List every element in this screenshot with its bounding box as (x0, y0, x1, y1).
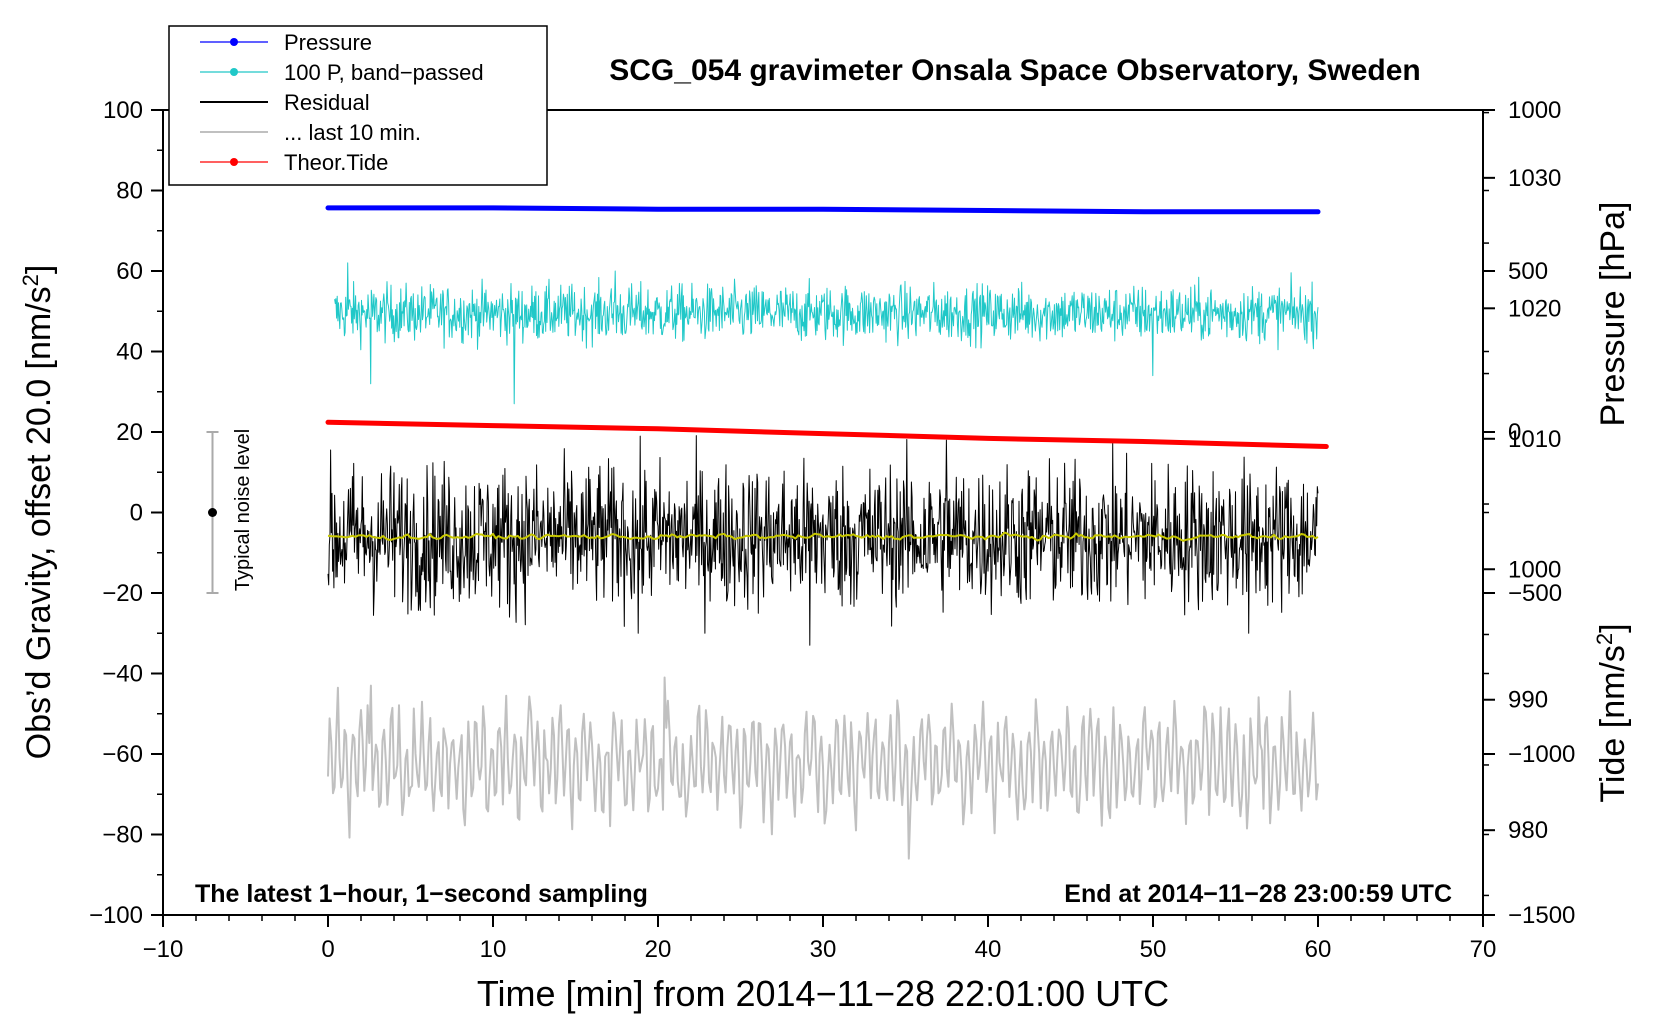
tide-tick-label: 1000 (1508, 97, 1561, 124)
legend-label-100-p-band-passed: 100 P, band−passed (284, 60, 484, 85)
series-layer (325, 205, 1329, 860)
theor-tide-series (325, 419, 1329, 449)
noise-bar-center-dot (208, 508, 217, 517)
tide-tick-label: −500 (1508, 580, 1562, 607)
tide-tick-label: −1500 (1508, 902, 1575, 929)
y-tick-label-left: −80 (102, 822, 143, 849)
residual-series (327, 435, 1319, 646)
smoothed-residual-series (327, 531, 1319, 542)
pressure-tick-label: 990 (1508, 687, 1548, 714)
x-tick-label: 20 (645, 936, 672, 963)
x-tick-label: 60 (1305, 936, 1332, 963)
pressure-tick-label: 1030 (1508, 165, 1561, 192)
x-tick-label: 0 (321, 936, 334, 963)
x-axis-label: Time [min] from 2014−11−28 22:01:00 UTC (477, 973, 1169, 1014)
legend-marker-100-p-band-passed (230, 68, 238, 76)
noise-level-bar (206, 431, 219, 594)
y-axis-label-left: Obs’d Gravity, offset 20.0 [nm/s2] (18, 265, 59, 760)
y-tick-label-left: 100 (103, 97, 143, 124)
legend: Pressure 100 P, band−passed Residual ... la… (168, 25, 548, 186)
100-p-band-passed-series (334, 262, 1319, 405)
pressure-series (325, 205, 1321, 215)
annotation-bottom-right: End at 2014−11−28 23:00:59 UTC (1064, 880, 1452, 908)
legend-marker-pressure (230, 38, 238, 46)
y-tick-label-left: 20 (116, 419, 143, 446)
legend-label-pressure: Pressure (284, 30, 372, 55)
y-tick-label-left: −20 (102, 580, 143, 607)
x-tick-label: 70 (1470, 936, 1497, 963)
tide-tick-label: −1000 (1508, 741, 1575, 768)
x-tick-label: −10 (143, 936, 184, 963)
noise-level-label: Typical noise level (232, 429, 254, 591)
y-tick-label-left: −100 (89, 902, 143, 929)
legend-marker-theor-tide (230, 158, 238, 166)
y-tick-label-left: 80 (116, 178, 143, 205)
y-axis-label-pressure: Pressure [hPa] (1594, 202, 1632, 427)
annotation-bottom-left: The latest 1−hour, 1−second sampling (195, 880, 648, 908)
y-tick-label-left: 0 (130, 500, 143, 527)
legend-label-theor-tide: Theor.Tide (284, 150, 388, 175)
x-tick-label: 10 (480, 936, 507, 963)
tide-tick-label: 0 (1508, 419, 1521, 446)
y-tick-label-left: 40 (116, 339, 143, 366)
axes-layer: −10 0 10 20 30 40 50 60 70100806040200−20−40−60−… (89, 97, 1575, 963)
pressure-tick-label: 980 (1508, 817, 1548, 844)
y-tick-label-left: −60 (102, 741, 143, 768)
pressure-tick-label: 1020 (1508, 295, 1561, 322)
x-tick-label: 50 (1140, 936, 1167, 963)
pressure-tick-label: 1010 (1508, 426, 1561, 453)
y-axis-label-tide: Tide [nm/s2] (1592, 623, 1633, 802)
legend-label-last-10-min: ... last 10 min. (284, 120, 421, 145)
last-10-min-series (327, 676, 1319, 860)
tide-tick-label: 500 (1508, 258, 1548, 285)
x-tick-label: 30 (810, 936, 837, 963)
legend-label-residual: Residual (284, 90, 370, 115)
y-tick-label-left: −40 (102, 661, 143, 688)
chart-title: SCG_054 gravimeter Onsala Space Observat… (609, 54, 1421, 87)
legend-box (168, 25, 548, 186)
pressure-tick-label: 1000 (1508, 556, 1561, 583)
x-tick-label: 40 (975, 936, 1002, 963)
y-tick-label-left: 60 (116, 258, 143, 285)
